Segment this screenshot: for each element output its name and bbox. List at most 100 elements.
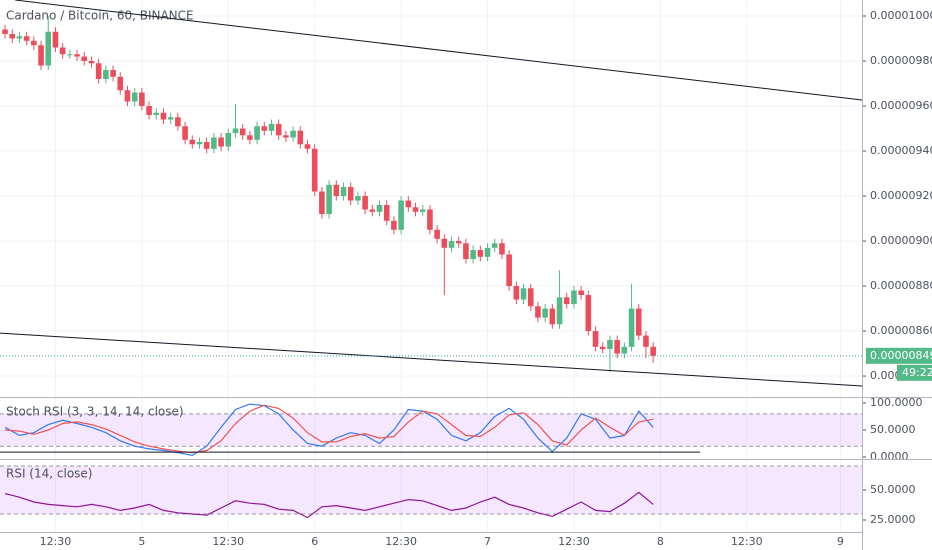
x-tick-label: 9 bbox=[837, 535, 844, 548]
candle-body bbox=[383, 205, 390, 221]
y-tick-label: 0.00000880 bbox=[870, 279, 932, 292]
candle-body bbox=[599, 346, 606, 350]
panel-title: Stoch RSI (3, 3, 14, 14, close) bbox=[6, 405, 184, 419]
y-tick-label: 0.00000920 bbox=[870, 189, 932, 202]
candle-body bbox=[650, 346, 656, 356]
candle-body bbox=[182, 126, 188, 140]
y-tick-label: 25.0000 bbox=[870, 513, 916, 526]
candle-body bbox=[326, 184, 332, 215]
candle-body bbox=[175, 117, 181, 127]
y-tick-label: 0.00001000 bbox=[870, 9, 932, 22]
candle-body bbox=[491, 243, 498, 248]
y-tick-label: 50.0000 bbox=[870, 483, 916, 496]
last-price-label: 0.00000849 bbox=[870, 349, 932, 362]
y-tick-label: 0.00000860 bbox=[870, 324, 932, 337]
candle-body bbox=[218, 137, 224, 147]
candle-body bbox=[419, 209, 426, 212]
candle-body bbox=[124, 90, 131, 102]
candle-body bbox=[535, 306, 541, 318]
candle-body bbox=[484, 247, 491, 257]
band-fill bbox=[0, 413, 862, 447]
candle-body bbox=[297, 130, 304, 145]
candle-body bbox=[427, 209, 433, 230]
candle-body bbox=[247, 135, 253, 140]
candle-body bbox=[110, 70, 116, 77]
candle-body bbox=[304, 144, 311, 149]
candle-body bbox=[477, 250, 484, 257]
candle-body bbox=[16, 36, 23, 39]
candle-body bbox=[311, 148, 318, 192]
indicator-line bbox=[4, 491, 654, 519]
candle-body bbox=[283, 135, 289, 138]
candle-body bbox=[571, 290, 577, 305]
candle-body bbox=[391, 220, 397, 230]
candle-body bbox=[614, 340, 620, 354]
x-tick-label: 12:30 bbox=[558, 535, 590, 548]
candle-body bbox=[103, 70, 109, 80]
candle-body bbox=[38, 45, 44, 66]
trendline bbox=[0, 332, 863, 387]
last-price-box bbox=[866, 347, 932, 364]
candle-body bbox=[131, 92, 138, 102]
indicator-line bbox=[4, 404, 654, 454]
y-tick-label: 0.00000900 bbox=[870, 234, 932, 247]
x-tick-label: 12:30 bbox=[40, 535, 72, 548]
y-tick-label: 100.0000 bbox=[870, 396, 923, 409]
candle-body bbox=[635, 308, 642, 336]
candle-body bbox=[146, 106, 152, 116]
candle-body bbox=[139, 92, 145, 107]
candle-body bbox=[254, 126, 260, 140]
candle-body bbox=[355, 196, 361, 201]
candle-body bbox=[405, 200, 412, 208]
countdown-box bbox=[897, 364, 932, 381]
candle-body bbox=[369, 209, 376, 212]
candle-body bbox=[203, 142, 210, 149]
candle-body bbox=[448, 241, 455, 248]
candle-body bbox=[585, 295, 592, 332]
candle-body bbox=[527, 288, 534, 307]
x-tick-label: 12:30 bbox=[731, 535, 763, 548]
x-tick-label: 8 bbox=[657, 535, 664, 548]
candle-body bbox=[362, 196, 368, 210]
y-tick-label: 0.00000960 bbox=[870, 99, 932, 112]
candle-body bbox=[549, 308, 556, 325]
candle-body bbox=[160, 112, 167, 120]
x-tick-label: 7 bbox=[484, 535, 491, 548]
candle-body bbox=[556, 297, 563, 325]
candle-body bbox=[470, 250, 476, 260]
candle-body bbox=[347, 187, 354, 201]
candle-body bbox=[95, 63, 102, 80]
candle-body bbox=[74, 54, 80, 57]
candle-body bbox=[398, 200, 404, 230]
candle-body bbox=[196, 142, 203, 145]
candle-body bbox=[412, 207, 419, 212]
candle-body bbox=[31, 40, 37, 46]
candle-body bbox=[2, 29, 8, 35]
trendline bbox=[15, 0, 863, 101]
candle-body bbox=[628, 308, 635, 347]
candle-body bbox=[153, 112, 160, 116]
candle-body bbox=[520, 288, 527, 300]
candle-body bbox=[506, 254, 512, 287]
candle-body bbox=[52, 31, 59, 48]
candle-body bbox=[463, 243, 469, 260]
candle-body bbox=[88, 61, 95, 64]
candle-body bbox=[643, 335, 649, 347]
candle-body bbox=[290, 130, 296, 138]
candle-body bbox=[621, 346, 628, 354]
candle-body bbox=[9, 34, 16, 39]
candle-body bbox=[81, 56, 88, 62]
candle-body bbox=[513, 286, 520, 300]
x-tick-label: 5 bbox=[138, 535, 145, 548]
candle-body bbox=[563, 297, 570, 305]
candle-body bbox=[23, 36, 30, 41]
candle-body bbox=[211, 137, 217, 149]
candle-body bbox=[578, 290, 584, 296]
candle-body bbox=[59, 47, 66, 55]
candle-body bbox=[441, 238, 448, 248]
candle-body bbox=[45, 31, 52, 66]
candle-body bbox=[67, 54, 73, 56]
